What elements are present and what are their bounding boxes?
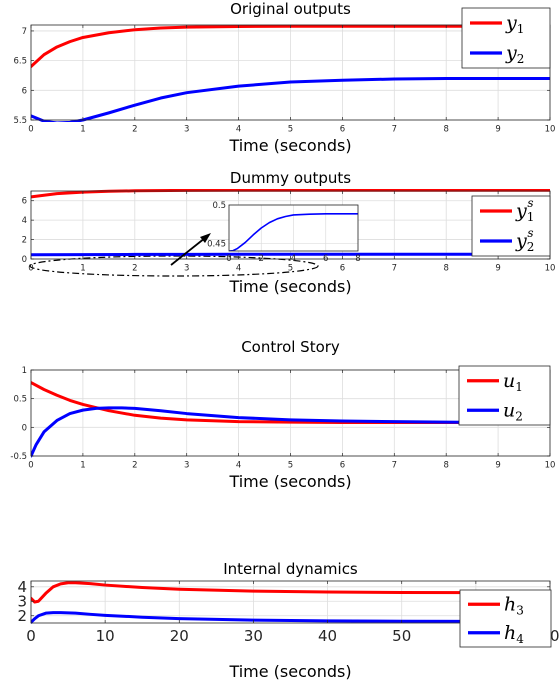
legend-superscript: s [527, 226, 533, 240]
panel4-xtick-label: 10 [96, 627, 115, 645]
panel2-legend-label-y1s: y1s [515, 196, 534, 224]
legend-subscript: 4 [516, 632, 524, 646]
panel1-xtick-label: 1 [80, 125, 85, 135]
panel3-ytick-label: -0.5 [10, 452, 27, 462]
panel1-series-y2 [31, 76, 550, 122]
panel1-xtick-label: 2 [132, 125, 137, 135]
panel2-xtick-label: 4 [236, 264, 241, 274]
panel3-xtick-label: 6 [340, 461, 345, 471]
legend-superscript: s [527, 196, 533, 210]
panel2-xtick-label: 6 [340, 264, 345, 274]
panel2-ytick-label: 4 [22, 216, 27, 226]
panel3-ytick-label: 0.5 [13, 395, 27, 405]
panel2-xtick-label: 9 [495, 264, 500, 274]
panel2-xtick-label: 10 [545, 264, 556, 274]
panel2-inset-xtick-label: 0 [226, 254, 231, 264]
panel4-xtick-label: 30 [244, 627, 263, 645]
panel2-ytick-label: 6 [22, 197, 27, 207]
panel2-legend-box [471, 195, 551, 257]
panel4-xtick-label: 50 [392, 627, 411, 645]
panel2-xtick-label: 8 [443, 264, 448, 274]
panel2-xtick-label: 2 [132, 264, 137, 274]
panel4-xtick-label: 20 [170, 627, 189, 645]
panel1-xtick-label: 0 [28, 125, 33, 135]
panel3-xtick-label: 0 [28, 461, 33, 471]
panel1-xtick-label: 10 [545, 125, 556, 135]
panel4-xtick-label: 0 [26, 627, 36, 645]
panel1-legend-box [461, 7, 551, 69]
panel2-inset-ytick-label: 0.45 [207, 239, 226, 249]
panel1-xtick-label: 9 [495, 125, 500, 135]
panel1-xtick-label: 6 [340, 125, 345, 135]
legend-subscript: 2 [527, 240, 535, 254]
panel1-ytick-label: 6 [22, 86, 27, 96]
panel2-xtick-label: 1 [80, 264, 85, 274]
panel1-series-y1 [31, 24, 550, 69]
legend-subscript: 1 [515, 380, 523, 394]
panel4-xlabel: Time (seconds) [228, 662, 351, 681]
panel3-xtick-label: 8 [443, 461, 448, 471]
panel2-title: Dummy outputs [230, 169, 351, 187]
panel4-ytick-label: 2 [17, 607, 27, 625]
panel1-ytick-label: 6.5 [13, 57, 27, 67]
panel4-ytick-label: 4 [17, 578, 27, 596]
panel2-xtick-label: 3 [184, 264, 189, 274]
panel3-ytick-label: 1 [22, 366, 27, 376]
panel4-series-h4 [31, 611, 550, 624]
panel3-xtick-label: 7 [392, 461, 397, 471]
panel2-inset-frame [228, 204, 359, 252]
panel1-title: Original outputs [230, 0, 351, 18]
panel1-xtick-label: 7 [392, 125, 397, 135]
panel2-inset-xtick-label: 4 [291, 254, 296, 264]
panel3-title: Control Story [241, 338, 340, 356]
panel2-xlabel: Time (seconds) [228, 277, 351, 296]
panel1-xtick-label: 4 [236, 125, 241, 135]
panel3-ytick-label: 0 [22, 423, 27, 433]
panel3-xtick-label: 9 [495, 461, 500, 471]
panel2-xtick-label: 7 [392, 264, 397, 274]
panel1-ytick-label: 5.5 [13, 116, 27, 126]
panel3-xlabel: Time (seconds) [228, 472, 351, 491]
panel2-ytick-label: 0 [22, 255, 27, 265]
panel3-xtick-label: 5 [288, 461, 293, 471]
panel2-inset-xtick-label: 8 [355, 254, 360, 264]
panel3-legend-box [458, 365, 551, 426]
panel3-xtick-label: 2 [132, 461, 137, 471]
legend-subscript: 2 [515, 409, 523, 423]
panel3-xtick-label: 4 [236, 461, 241, 471]
legend-subscript: 3 [516, 603, 524, 617]
panel3-xtick-label: 3 [184, 461, 189, 471]
panel3-series-u2 [31, 406, 550, 458]
panel2-zoom-arrowhead [200, 233, 211, 243]
panel2-ytick-label: 2 [22, 236, 27, 246]
panel2-inset-series-0 [229, 213, 358, 251]
panel2-zoom-ellipse [29, 255, 319, 277]
panel4-series-h3 [31, 581, 550, 604]
panel1-xtick-label: 3 [184, 125, 189, 135]
panel2-xtick-label: 5 [288, 264, 293, 274]
panel3-xtick-label: 1 [80, 461, 85, 471]
panel2-legend-label-y2s: y2s [515, 226, 534, 254]
panel4-xtick-label: 40 [318, 627, 337, 645]
panel4-ytick-label: 3 [17, 593, 27, 611]
panel2-inset-xtick-label: 6 [323, 254, 328, 264]
panel2-inset-ytick-label: 0.5 [212, 201, 226, 211]
legend-subscript: 2 [517, 52, 525, 66]
panel4-legend-box [459, 589, 552, 648]
panel4-title: Internal dynamics [223, 560, 358, 578]
panel3-xtick-label: 10 [545, 461, 556, 471]
panel1-xlabel: Time (seconds) [228, 136, 351, 155]
panel2-inset-xtick-label: 2 [259, 254, 264, 264]
panel1-xtick-label: 8 [443, 125, 448, 135]
panel2-zoom-arrow-line [170, 237, 206, 266]
panel1-ytick-label: 7 [22, 27, 27, 37]
panel2-xtick-label: 0 [28, 264, 33, 274]
panel1-xtick-label: 5 [288, 125, 293, 135]
legend-subscript: 1 [527, 210, 535, 224]
legend-subscript: 1 [517, 22, 525, 36]
